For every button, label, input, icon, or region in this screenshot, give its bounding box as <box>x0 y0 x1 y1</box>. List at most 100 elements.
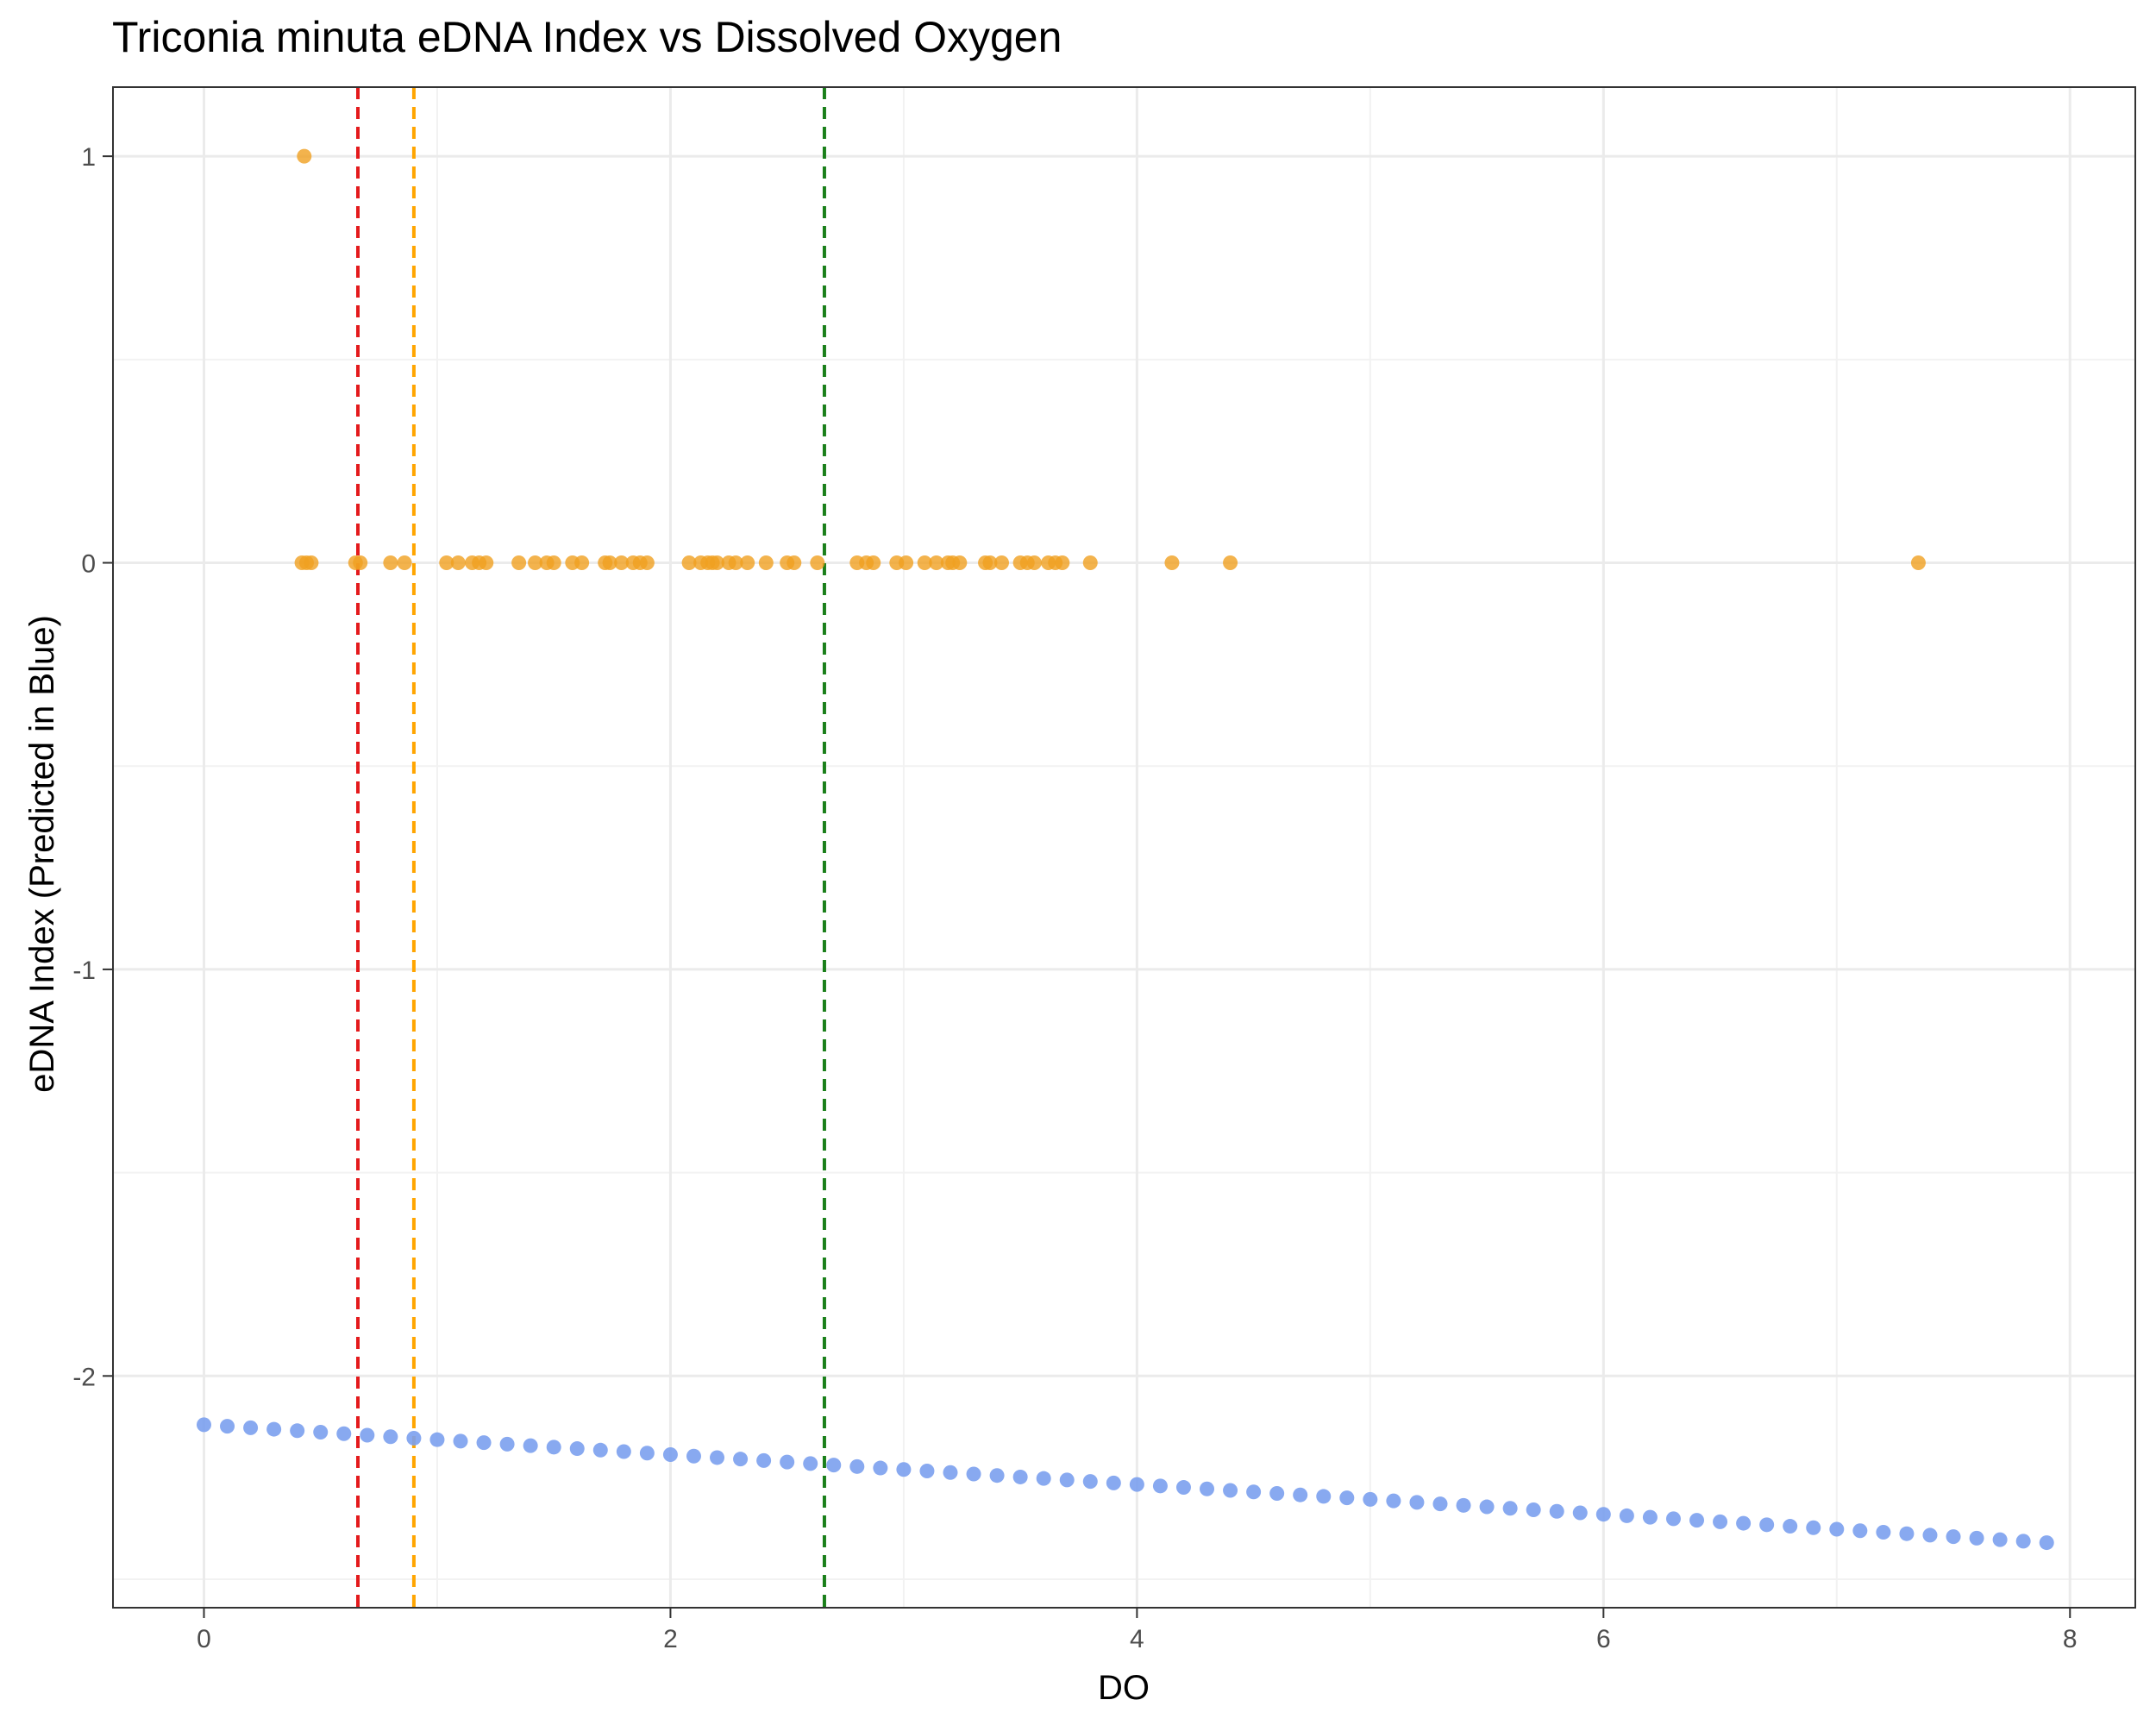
observed-point <box>614 555 630 571</box>
predicted-point <box>1175 1480 1191 1496</box>
predicted-point <box>1386 1493 1401 1509</box>
observed-point <box>994 555 1010 571</box>
predicted-point <box>1012 1469 1028 1484</box>
x-tick-label: 8 <box>2063 1625 2078 1653</box>
predicted-point <box>639 1446 655 1461</box>
predicted-point <box>499 1436 515 1452</box>
predicted-point <box>569 1441 585 1457</box>
predicted-point <box>1456 1497 1471 1513</box>
x-tick-label: 0 <box>197 1625 211 1653</box>
observed-point <box>899 555 914 571</box>
predicted-point <box>1736 1515 1752 1531</box>
y-tick-label: 1 <box>81 143 96 172</box>
observed-point <box>952 555 968 571</box>
observed-point <box>479 555 494 571</box>
minor-gridlines <box>113 87 2135 1608</box>
predicted-point <box>2015 1534 2031 1549</box>
x-axis-ticks: 0 2 4 6 8 <box>197 1608 2078 1653</box>
observed-point <box>728 555 743 571</box>
observed-point <box>929 555 944 571</box>
predicted-point <box>2039 1535 2054 1551</box>
observed-point <box>787 555 802 571</box>
data-points <box>196 148 2054 1551</box>
predicted-point <box>1946 1529 1961 1545</box>
predicted-point <box>989 1468 1005 1484</box>
observed-point <box>681 555 697 571</box>
observed-point <box>740 555 755 571</box>
y-tick-label: -2 <box>72 1363 96 1391</box>
observed-point <box>1223 555 1238 571</box>
y-tick-label: -1 <box>72 957 96 985</box>
predicted-point <box>476 1435 492 1451</box>
predicted-point <box>1082 1474 1098 1490</box>
observed-point <box>1082 555 1098 571</box>
observed-point <box>511 555 527 571</box>
predicted-point <box>1316 1489 1332 1504</box>
predicted-point <box>686 1448 701 1464</box>
predicted-point <box>1759 1517 1775 1533</box>
predicted-point <box>290 1423 305 1439</box>
predicted-point <box>662 1446 678 1462</box>
predicted-point <box>1339 1490 1355 1506</box>
predicted-point <box>780 1454 795 1470</box>
panel-border <box>112 86 2136 1609</box>
predicted-point <box>1783 1519 1798 1534</box>
observed-point <box>917 555 932 571</box>
predicted-point <box>1876 1524 1891 1540</box>
predicted-point <box>546 1440 561 1455</box>
predicted-point <box>220 1419 235 1434</box>
predicted-point <box>1572 1505 1588 1521</box>
predicted-point <box>1152 1478 1168 1494</box>
x-tick-label: 4 <box>1130 1625 1144 1653</box>
predicted-point <box>243 1420 259 1435</box>
predicted-point <box>756 1452 772 1468</box>
x-tick-label: 2 <box>663 1625 678 1653</box>
predicted-point <box>1595 1507 1611 1522</box>
x-tick-label: 6 <box>1596 1625 1611 1653</box>
observed-point <box>758 555 774 571</box>
predicted-point <box>313 1425 329 1440</box>
observed-point <box>810 555 825 571</box>
y-tick-label: 0 <box>81 550 96 579</box>
predicted-point <box>1713 1514 1728 1529</box>
predicted-point <box>266 1421 282 1437</box>
observed-point <box>450 555 466 571</box>
major-gridlines <box>113 87 2135 1608</box>
predicted-point <box>336 1426 352 1441</box>
observed-point <box>353 555 368 571</box>
predicted-point <box>1549 1503 1564 1519</box>
observed-point <box>528 555 543 571</box>
observed-point <box>1026 555 1042 571</box>
y-axis-ticks: -2 -1 0 1 <box>72 143 113 1391</box>
predicted-point <box>1106 1475 1121 1490</box>
observed-point <box>383 555 398 571</box>
predicted-point <box>803 1456 818 1471</box>
predicted-point <box>919 1464 935 1479</box>
predicted-point <box>429 1432 445 1447</box>
predicted-point <box>1479 1499 1495 1515</box>
observed-point <box>866 555 881 571</box>
predicted-point <box>1036 1471 1051 1486</box>
predicted-point <box>1293 1487 1308 1502</box>
predicted-point <box>1665 1511 1681 1527</box>
predicted-point <box>1642 1509 1658 1525</box>
observed-point <box>1164 555 1180 571</box>
predicted-point <box>1246 1484 1262 1500</box>
observed-point <box>710 555 725 571</box>
predicted-point <box>196 1417 211 1433</box>
predicted-point <box>896 1462 912 1477</box>
observed-point <box>1910 555 1926 571</box>
predicted-point <box>733 1452 749 1467</box>
predicted-point <box>1269 1485 1285 1501</box>
observed-point <box>982 555 998 571</box>
predicted-point <box>453 1433 468 1449</box>
predicted-point <box>1969 1530 1984 1546</box>
predicted-point <box>1829 1521 1845 1537</box>
predicted-point <box>873 1460 888 1476</box>
x-axis-title: DO <box>1098 1669 1150 1707</box>
observed-point <box>304 555 319 571</box>
predicted-point <box>826 1458 842 1473</box>
predicted-point <box>1806 1520 1821 1535</box>
